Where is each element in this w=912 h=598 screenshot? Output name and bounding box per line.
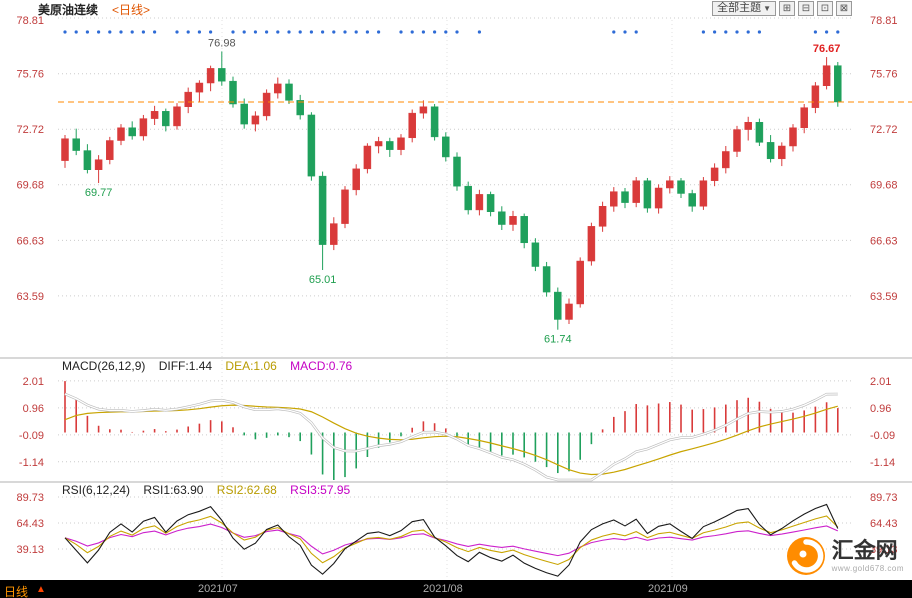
macd-dea-readout: DEA:1.06 [225, 359, 277, 373]
axis-labels: 78.81 78.81 75.76 75.76 72.72 72.72 69.68 69.68… [16, 15, 897, 556]
gridlines [58, 17, 854, 578]
macd-indicator-header[interactable]: MACD(26,12,9) DIFF:1.44 DEA:1.06 MACD:0.… [62, 359, 352, 373]
svg-text:69.68: 69.68 [870, 180, 898, 192]
svg-text:39.13: 39.13 [16, 544, 44, 556]
layout-vsplit-button[interactable]: ⊠ [836, 1, 852, 16]
rsi-pane [64, 503, 839, 577]
watermark-text: 汇金网 www.gold678.com [831, 537, 904, 573]
axis-date-sep: 2021/09 [648, 583, 688, 595]
site-watermark: 汇金网 www.gold678.com [786, 536, 904, 576]
axis-date-aug: 2021/08 [423, 583, 463, 595]
svg-text:-1.14: -1.14 [19, 457, 44, 469]
svg-text:72.72: 72.72 [16, 124, 44, 136]
svg-text:2.01: 2.01 [23, 376, 44, 388]
axis-date-jul: 2021/07 [198, 583, 238, 595]
svg-text:66.63: 66.63 [870, 235, 898, 247]
pane-separators [0, 357, 912, 483]
rsi-params-label: RSI(6,12,24) [62, 483, 131, 497]
layout-hsplit-button[interactable]: ⊟ [798, 1, 814, 16]
svg-text:64.43: 64.43 [16, 518, 44, 530]
svg-text:63.59: 63.59 [870, 291, 898, 303]
signal-dots [63, 30, 840, 34]
watermark-site-url: www.gold678.com [831, 563, 904, 573]
svg-text:66.63: 66.63 [16, 235, 44, 247]
svg-text:75.76: 75.76 [870, 69, 898, 81]
time-axis-bar: 日线 ▲ 2021/07 2021/08 2021/09 [0, 580, 912, 598]
svg-text:64.43: 64.43 [870, 518, 898, 530]
svg-text:69.68: 69.68 [16, 180, 44, 192]
svg-text:78.81: 78.81 [870, 15, 898, 27]
svg-text:-0.09: -0.09 [870, 430, 895, 442]
huijin-logo-icon [786, 537, 825, 575]
price-annotations: 69.77 76.98 65.01 61.74 76.67 [85, 37, 841, 345]
svg-text:69.77: 69.77 [85, 187, 113, 199]
svg-text:39.13: 39.13 [870, 544, 898, 556]
theme-dropdown-label: 全部主题 [717, 2, 762, 14]
svg-text:-0.09: -0.09 [19, 430, 44, 442]
svg-text:0.96: 0.96 [870, 403, 891, 415]
svg-text:61.74: 61.74 [544, 334, 572, 346]
svg-text:72.72: 72.72 [870, 124, 898, 136]
rsi2-readout: RSI2:62.68 [216, 483, 277, 497]
symbol-title: 美原油连续 [38, 3, 99, 17]
svg-text:-1.14: -1.14 [870, 457, 895, 469]
rsi3-readout: RSI3:57.95 [290, 483, 351, 497]
watermark-site-name: 汇金网 [831, 537, 898, 563]
svg-text:0.96: 0.96 [23, 403, 44, 415]
toolbar-buttons: 全部主题 ▼ ⊞ ⊟ ⊡ ⊠ [712, 1, 852, 16]
svg-text:63.59: 63.59 [16, 291, 44, 303]
up-arrow-icon[interactable]: ▲ [36, 584, 46, 595]
svg-text:65.01: 65.01 [309, 274, 337, 286]
svg-text:89.73: 89.73 [16, 492, 44, 504]
theme-dropdown[interactable]: 全部主题 ▼ [712, 1, 776, 16]
chevron-down-icon: ▼ [763, 4, 771, 13]
svg-text:76.67: 76.67 [813, 43, 841, 55]
layout-single-button[interactable]: ⊡ [817, 1, 833, 16]
macd-params-label: MACD(26,12,9) [62, 359, 146, 373]
layout-grid-button[interactable]: ⊞ [779, 1, 795, 16]
svg-text:78.81: 78.81 [16, 15, 44, 27]
period-tag[interactable]: <日线> [112, 3, 151, 17]
rsi1-readout: RSI1:63.90 [143, 483, 204, 497]
svg-text:75.76: 75.76 [16, 69, 44, 81]
svg-text:2.01: 2.01 [870, 376, 891, 388]
top-toolbar: 美原油连续 <日线> 全部主题 ▼ ⊞ ⊟ ⊡ ⊠ [0, 0, 912, 17]
macd-hist-readout: MACD:0.76 [290, 359, 353, 373]
svg-text:89.73: 89.73 [870, 492, 898, 504]
svg-text:76.98: 76.98 [208, 37, 236, 49]
rsi-indicator-header[interactable]: RSI(6,12,24) RSI1:63.90 RSI2:62.68 RSI3:… [62, 483, 350, 497]
period-label[interactable]: 日线 [4, 585, 29, 598]
macd-pane [64, 381, 839, 482]
macd-diff-readout: DIFF:1.44 [158, 359, 213, 373]
candlesticks [58, 51, 912, 330]
